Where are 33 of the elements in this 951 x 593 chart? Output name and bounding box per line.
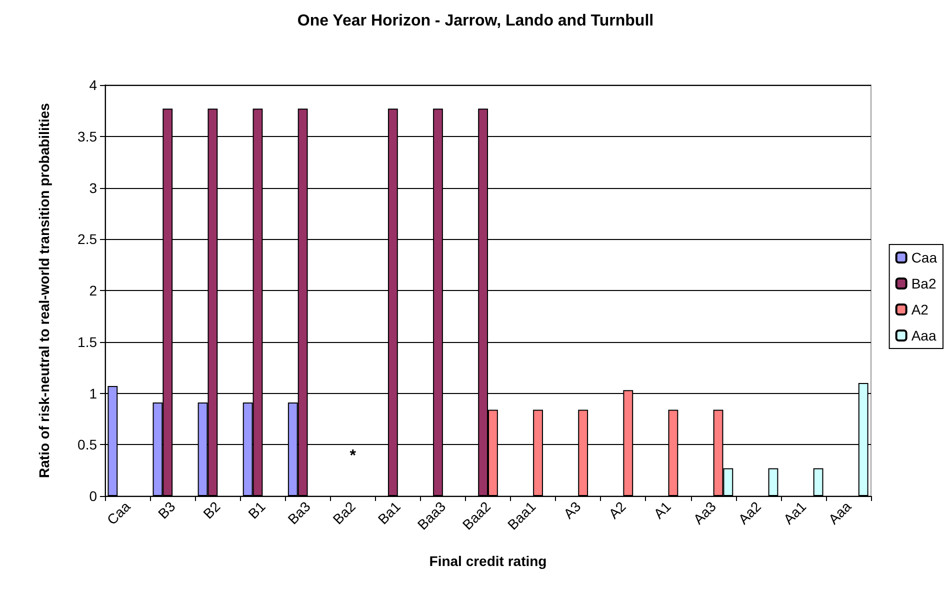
x-tick-label: Aa2	[735, 498, 764, 528]
y-tick-label: 1.5	[78, 334, 98, 350]
annotation: *	[350, 448, 357, 464]
y-tick-label: 3	[89, 180, 98, 196]
y-tick-label: 2.5	[78, 231, 98, 248]
x-tick-label: B1	[244, 498, 269, 522]
legend-label: Aaa	[911, 328, 936, 344]
x-tick-label: B3	[154, 498, 178, 522]
x-tick-label: Aa3	[690, 498, 720, 528]
x-tick-label: Aaa	[825, 498, 854, 528]
y-tick-label: 2	[89, 282, 98, 298]
x-tick-label: Ba1	[374, 498, 404, 528]
legend-label: Caa	[911, 250, 938, 266]
x-tick-label: Aa1	[780, 498, 810, 528]
x-tick-label: B2	[200, 498, 224, 522]
x-tick-label: Ba3	[284, 498, 314, 528]
legend-label: A2	[911, 302, 929, 318]
x-tick-label: A1	[650, 498, 674, 522]
x-tick-label: A3	[560, 498, 584, 522]
x-tick-label: Ba2	[330, 498, 359, 528]
x-tick-label: A2	[605, 498, 629, 522]
y-tick-label: 4	[89, 77, 98, 93]
y-tick-label: 1	[89, 385, 98, 402]
y-axis-title: Ratio of risk-neutral to real-world transition probabilities	[36, 102, 52, 478]
legend-label: Ba2	[911, 276, 936, 292]
bar	[813, 468, 824, 496]
bar	[768, 468, 778, 496]
y-tick-label: 3.5	[78, 128, 98, 144]
x-axis-title: Final credit rating	[429, 553, 547, 569]
y-tick-label: 0	[89, 488, 98, 504]
x-tick-label: Caa	[104, 498, 134, 528]
y-tick-label: 0.5	[78, 436, 98, 453]
chart-title: One Year Horizon - Jarrow, Lando and Turnbull	[297, 12, 654, 30]
